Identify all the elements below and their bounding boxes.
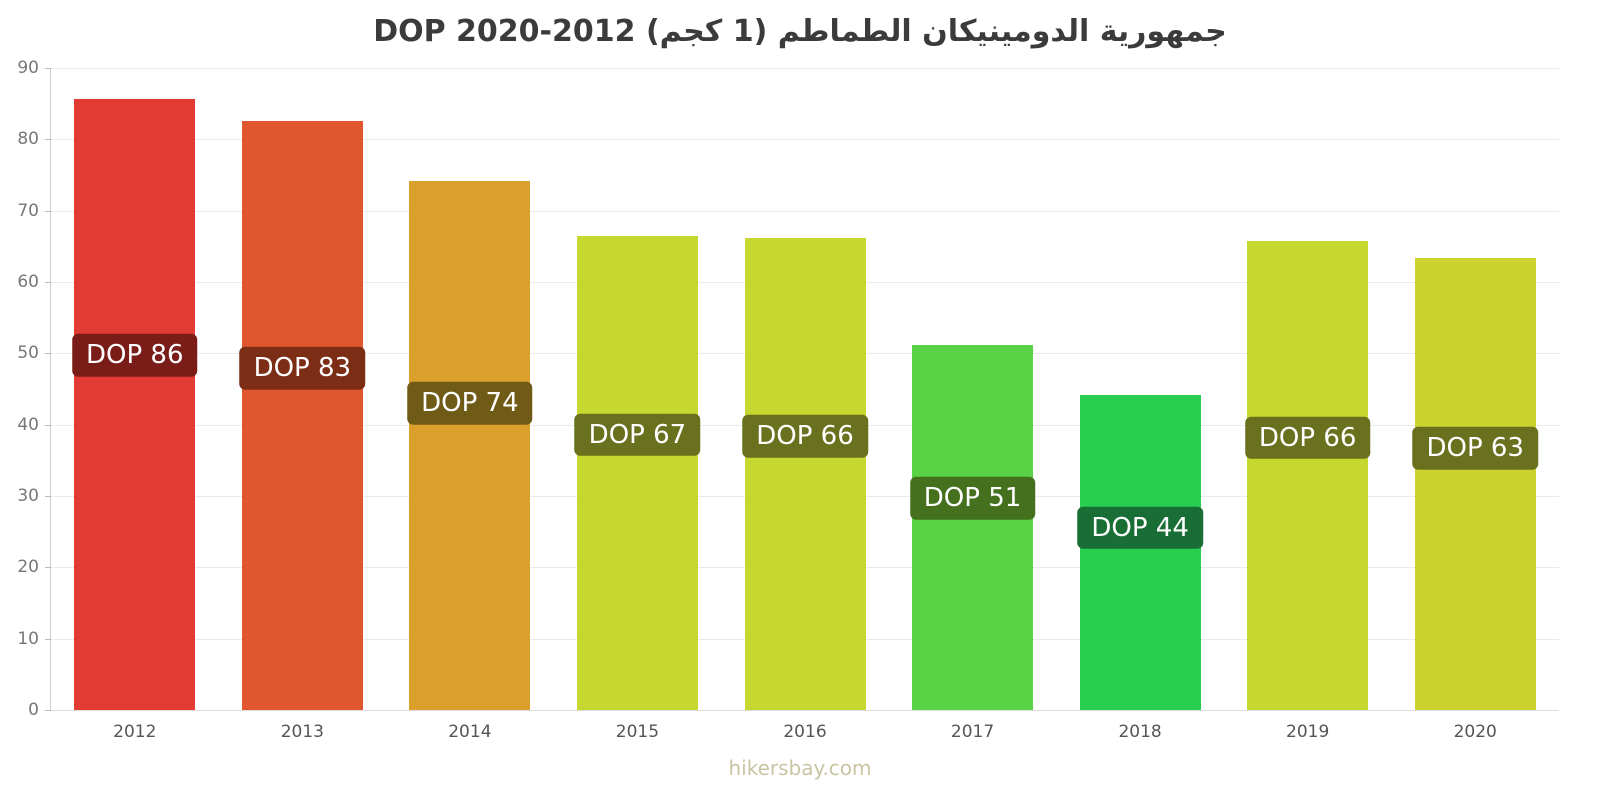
x-tick-label: 2013 [280, 722, 324, 742]
x-tick-label: 2016 [783, 722, 827, 742]
y-axis-tick [45, 282, 51, 283]
y-tick-label: 20 [17, 557, 39, 578]
y-axis-tick [45, 567, 51, 569]
y-axis-tick [45, 710, 51, 711]
bar-2018 [1079, 395, 1201, 710]
x-tick-label: 2015 [615, 722, 660, 742]
bar-value-label: DOP 67 [574, 413, 701, 457]
gridline [51, 68, 1559, 69]
y-axis-tick [45, 68, 51, 69]
chart-title: جمهورية الدومينيكان الطماطم (1 كجم) DOP … [373, 14, 1227, 49]
bar-value-label: DOP 51 [909, 476, 1036, 520]
x-tick-label: 2020 [1453, 722, 1497, 742]
y-axis-tick [45, 139, 51, 141]
y-axis-tick [45, 638, 51, 640]
y-axis-tick [45, 353, 51, 355]
y-tick-label: 70 [17, 200, 39, 221]
y-tick-label: 60 [17, 272, 39, 292]
bar-2019 [1247, 240, 1369, 710]
bar-2014 [409, 181, 531, 710]
bar-value-label: DOP 74 [407, 382, 533, 425]
bar-2017 [912, 344, 1034, 710]
x-tick-label: 2012 [113, 722, 157, 742]
x-tick-label: 2018 [1118, 722, 1162, 742]
y-tick-label: 90 [17, 58, 39, 78]
bar-2012 [74, 98, 196, 710]
y-tick-label: 10 [17, 628, 39, 649]
bar-value-label: DOP 44 [1077, 506, 1203, 549]
bar-2016 [744, 237, 866, 710]
y-tick-label: 30 [17, 486, 39, 506]
watermark-text: hikersbay.com [728, 756, 872, 780]
gridline [51, 210, 1559, 212]
y-axis-tick [45, 424, 51, 426]
bar-2020 [1414, 258, 1536, 710]
bar-value-label: DOP 66 [742, 414, 868, 458]
bar-2015 [576, 235, 698, 710]
plot-area: 0 10 20 30 40 50 60 70 80 90 DOP 86 2012 DOP 83 2013 D… [17, 58, 1559, 742]
y-tick-label: 50 [17, 343, 39, 364]
y-tick-label: 40 [17, 414, 39, 435]
y-tick-label: 0 [28, 700, 39, 720]
bar-value-label: DOP 83 [239, 347, 366, 390]
x-tick-label: 2014 [448, 722, 492, 742]
bar-2013 [241, 120, 363, 710]
x-tick-label: 2017 [950, 722, 995, 742]
x-tick-label: 2019 [1286, 722, 1330, 742]
y-axis-tick [45, 496, 51, 497]
bar-value-label: DOP 86 [72, 334, 198, 377]
bar-value-label: DOP 63 [1412, 426, 1538, 470]
bar-value-label: DOP 66 [1244, 416, 1371, 459]
gridline [51, 139, 1559, 141]
y-tick-label: 80 [17, 129, 39, 150]
y-axis-tick [45, 210, 51, 212]
